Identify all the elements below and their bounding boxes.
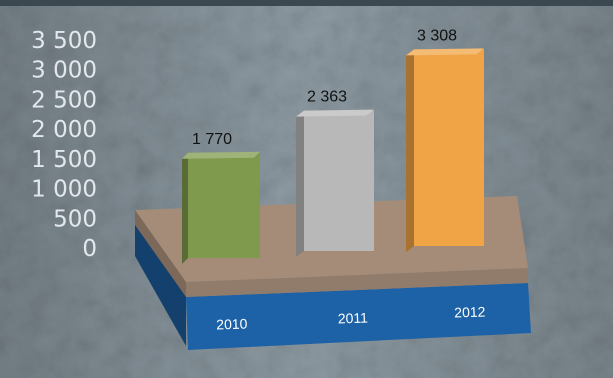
bar-top-face (182, 151, 260, 159)
platform-base-front (186, 283, 531, 350)
bar-top-face (406, 48, 484, 56)
x-tick-label: 2012 (454, 303, 486, 320)
y-tick-label: 3 000 (31, 58, 97, 84)
y-tick-label: 2 500 (31, 87, 97, 113)
platform-base-side (135, 210, 186, 346)
platform-top-front (186, 268, 528, 297)
y-axis: 0 500 1 000 1 500 2 000 2 500 3 000 3 500 (31, 28, 97, 262)
bar (414, 49, 484, 247)
y-tick-label: 2 000 (31, 117, 97, 143)
y-tick-label: 0 (82, 236, 97, 262)
bar (188, 152, 260, 258)
data-label: 2 363 (307, 89, 347, 106)
bar-side-face (406, 49, 414, 253)
value-labels: 1 770 2 363 3 308 (192, 27, 457, 147)
bar-top-face (296, 109, 374, 117)
x-tick-label: 2011 (338, 309, 369, 326)
bar-2012 (406, 48, 484, 253)
bar (304, 110, 374, 251)
y-tick-label: 1 000 (31, 177, 97, 203)
y-tick-label: 500 (53, 206, 97, 232)
data-label: 3 308 (417, 27, 457, 44)
bars (182, 48, 484, 264)
data-label: 1 770 (192, 131, 232, 148)
bar-side-face (296, 110, 304, 257)
bar-2011 (296, 109, 374, 257)
bar-2010 (182, 151, 260, 264)
platform-top-side (135, 210, 186, 297)
bar-side-face (182, 152, 188, 264)
x-axis-labels: 2010 2011 2012 (216, 303, 486, 332)
x-tick-label: 2010 (216, 315, 248, 332)
y-tick-label: 1 500 (31, 147, 97, 173)
y-tick-label: 3 500 (31, 28, 97, 54)
